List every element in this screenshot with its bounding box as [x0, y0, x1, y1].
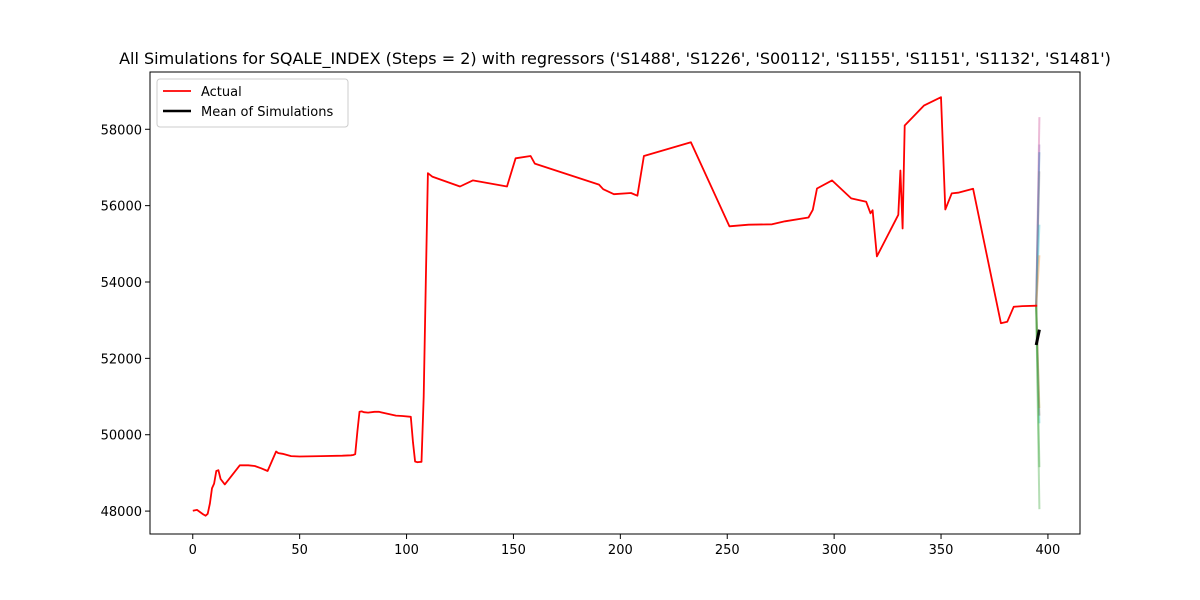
plot-frame [149, 71, 1081, 535]
simulation-line-7 [1035, 305, 1041, 424]
x-tick-label: 350 [929, 543, 954, 558]
y-tick-label: 52000 [101, 352, 142, 367]
x-tick-label: 100 [394, 543, 419, 558]
simulation-line-8 [1035, 305, 1041, 409]
legend-box [156, 78, 349, 128]
chart-title: All Simulations for SQALE_INDEX (Steps =… [119, 49, 1111, 69]
simulation-line-1 [1035, 117, 1041, 306]
simulation-line-3 [1035, 152, 1041, 306]
x-tick-label: 50 [291, 543, 308, 558]
y-tick-label: 56000 [101, 200, 142, 215]
x-tick-label: 400 [1036, 543, 1061, 558]
axes: 0 50 100 150 200 250 300 350 400 48000 50000 52000 5… [101, 71, 1081, 558]
y-tick-label: 50000 [101, 429, 142, 444]
mean-series-line [1034, 329, 1041, 346]
y-tick-label: 54000 [101, 276, 142, 291]
simulation-line-5 [1035, 224, 1041, 306]
legend: Actual Mean of Simulations [156, 78, 349, 128]
y-tick-label: 58000 [101, 123, 142, 138]
x-tick-label: 0 [189, 543, 197, 558]
x-tick-label: 300 [822, 543, 847, 558]
simulation-line-6 [1035, 255, 1041, 306]
y-tick-label: 48000 [101, 505, 142, 520]
x-tick-label: 200 [608, 543, 633, 558]
legend-label-mean: Mean of Simulations [201, 105, 333, 120]
simulation-line-4 [1035, 171, 1041, 306]
x-tick-label: 250 [715, 543, 740, 558]
plot-area [192, 96, 1041, 517]
actual-series-line [192, 96, 1038, 517]
simulation-line-10 [1035, 305, 1041, 468]
x-tick-label: 150 [501, 543, 526, 558]
simulation-line-9 [1035, 305, 1041, 416]
legend-label-actual: Actual [201, 85, 242, 100]
simulation-line-2 [1035, 144, 1041, 306]
